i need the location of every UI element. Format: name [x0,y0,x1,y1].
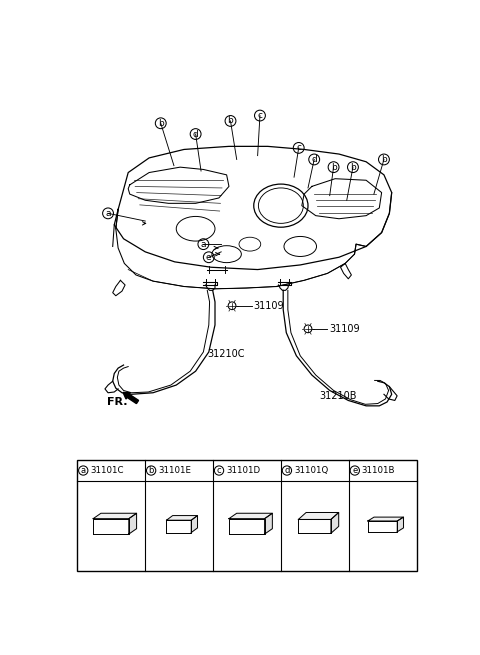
Polygon shape [368,521,397,532]
Text: b: b [228,117,233,126]
Text: 31109: 31109 [254,301,284,310]
Text: 31101E: 31101E [158,466,191,475]
Polygon shape [93,519,129,534]
Polygon shape [368,517,404,521]
Polygon shape [93,514,137,519]
Polygon shape [167,515,197,520]
Text: 31101Q: 31101Q [294,466,328,475]
Polygon shape [331,512,339,533]
Text: 31109: 31109 [329,324,360,334]
Text: 31101B: 31101B [362,466,396,475]
Polygon shape [264,514,272,534]
Text: e: e [352,466,358,475]
Text: a: a [81,466,86,475]
Text: 31210C: 31210C [207,349,245,359]
Polygon shape [229,519,264,534]
FancyArrow shape [123,392,139,403]
Text: d: d [193,130,199,139]
Text: a: a [105,209,111,218]
Text: b: b [381,155,387,164]
Text: b: b [331,162,336,172]
Polygon shape [299,512,339,519]
Bar [77,460,417,571]
Text: b: b [350,162,356,172]
Polygon shape [192,515,197,533]
Text: 31210B: 31210B [320,391,357,401]
Text: FR.: FR. [107,397,127,407]
Text: c: c [296,143,301,153]
Text: b: b [148,466,154,475]
Text: c: c [216,466,221,475]
Circle shape [304,325,312,333]
Circle shape [228,302,236,310]
Text: 31101C: 31101C [90,466,124,475]
Polygon shape [299,519,331,533]
Polygon shape [397,517,404,532]
Text: a: a [201,240,206,249]
Text: d: d [284,466,289,475]
Text: 31101D: 31101D [226,466,260,475]
Text: d: d [312,155,317,164]
Text: c: c [257,111,263,120]
Text: b: b [158,119,164,128]
Text: e: e [206,253,212,262]
Polygon shape [129,514,137,534]
Polygon shape [167,520,192,533]
Polygon shape [229,514,272,519]
